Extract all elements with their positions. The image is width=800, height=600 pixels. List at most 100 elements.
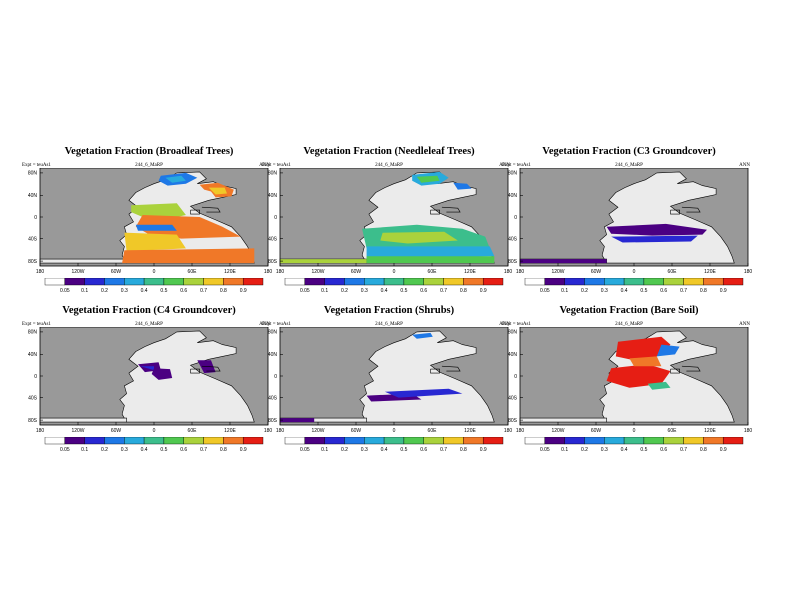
colorbar-label: 0.05 (540, 288, 550, 294)
lon-label: 0 (393, 269, 396, 275)
map: 80N 40N 0 40S 80S 180 120W 60W 0 60E 120E 180 (508, 168, 753, 275)
lat-label: 80S (508, 259, 518, 265)
colorbar-label: 0.7 (680, 447, 687, 453)
lon-label: 180 (744, 269, 753, 275)
colorbar-swatch (383, 437, 405, 445)
colorbar-label: 0.1 (81, 447, 88, 453)
colorbar-label: 0.6 (180, 288, 187, 294)
colorbar-swatch (663, 437, 684, 445)
colorbar-swatch (203, 437, 224, 445)
lon-label: 120E (704, 269, 716, 275)
lon-label: 120W (71, 428, 84, 434)
lon-label: 60E (188, 428, 198, 434)
land-mass (119, 330, 255, 423)
colorbar-label: 0.3 (121, 288, 128, 294)
lat-label: 40N (28, 352, 38, 358)
colorbar-swatch (544, 278, 565, 286)
vegetation-patch (280, 418, 315, 423)
vegetation-patch (131, 203, 186, 219)
vegetation-patch (124, 232, 186, 252)
colorbar-label: 0.3 (361, 447, 368, 453)
land-strip (39, 258, 127, 264)
expt-label: Expt = teuAs1 (502, 163, 531, 168)
land-strip (519, 417, 607, 423)
case-label: 244_6_MaRP (615, 163, 643, 168)
panel-bare-soil: Vegetation Fraction (Bare Soil) Expt = t… (500, 305, 758, 475)
lon-label: 60W (591, 269, 602, 275)
vegetation-patch (366, 246, 495, 259)
lon-label: 0 (633, 428, 636, 434)
colorbar-label: 0.8 (220, 447, 227, 453)
colorbar-swatch (183, 437, 204, 445)
lon-label: 180 (36, 428, 45, 434)
lat-label: 80N (508, 171, 518, 177)
lon-label: 180 (504, 428, 513, 434)
colorbar-swatch (643, 278, 664, 286)
lon-label: 120E (464, 428, 476, 434)
coastline (201, 365, 221, 372)
map: 80N 40N 0 40S 80S 180 120W 60W 0 60E 120E 180 (28, 327, 272, 434)
colorbar-swatch (143, 278, 165, 286)
vegetation-patch (412, 332, 433, 339)
panel-title: Vegetation Fraction (Shrubs) (323, 305, 455, 316)
vegetation-patch (135, 215, 241, 239)
colorbar-label: 0.4 (621, 447, 628, 453)
vegetation-patch (629, 356, 662, 367)
colorbar-swatch (242, 278, 264, 286)
lon-label: 180 (264, 269, 273, 275)
colorbar-swatch (524, 278, 546, 286)
colorbar-label: 0.5 (400, 447, 407, 453)
colorbar-label: 0.2 (341, 447, 348, 453)
colorbar: 0.05 0.1 0.2 0.3 0.4 0.5 0.6 0.7 0.8 0.9 (284, 278, 504, 294)
map: 80N 40N 0 40S 80S 180 120W 60W 0 60E 120E 180 (268, 168, 512, 275)
coastline (441, 206, 461, 213)
lat-label: 80N (508, 330, 518, 336)
lat-label: 80S (28, 418, 38, 424)
colorbar-label: 0.2 (581, 288, 588, 294)
colorbar-swatch (584, 437, 605, 445)
colorbar-label: 0.6 (660, 288, 667, 294)
colorbar-swatch (544, 437, 565, 445)
lon-label: 120W (71, 269, 84, 275)
lon-label: 0 (393, 428, 396, 434)
lat-label: 0 (274, 215, 277, 221)
colorbar-label: 0.2 (341, 288, 348, 294)
vegetation-patch (208, 187, 227, 195)
colorbar-label: 0.7 (440, 447, 447, 453)
vegetation-patch (280, 259, 367, 264)
lat-label: 40S (508, 395, 518, 401)
lon-label: 0 (153, 269, 156, 275)
panel-title: Vegetation Fraction (Broadleaf Trees) (64, 146, 234, 157)
colorbar-swatch (64, 278, 85, 286)
colorbar-swatch (722, 437, 744, 445)
expt-label: Expt = teuAs1 (262, 322, 291, 327)
colorbar-swatch (463, 278, 484, 286)
case-label: 244_6_MaRP (375, 163, 403, 168)
panel-c4-groundcover: Vegetation Fraction (C4 Groundcover) Exp… (20, 305, 278, 475)
colorbar: 0.05 0.1 0.2 0.3 0.4 0.5 0.6 0.7 0.8 0.9 (524, 437, 744, 453)
colorbar-label: 0.6 (420, 288, 427, 294)
colorbar-swatch (223, 278, 244, 286)
colorbar-swatch (482, 437, 504, 445)
season-label: ANN (739, 163, 750, 168)
coastline (430, 209, 440, 215)
lon-label: 120W (551, 428, 564, 434)
lat-label: 40N (508, 352, 518, 358)
lon-label: 60E (668, 269, 678, 275)
colorbar-swatch (663, 278, 684, 286)
lon-label: 120W (311, 428, 324, 434)
lat-label: 0 (514, 215, 517, 221)
vegetation-patch (611, 235, 698, 243)
vegetation-patch (520, 259, 607, 264)
colorbar: 0.05 0.1 0.2 0.3 0.4 0.5 0.6 0.7 0.8 0.9 (44, 437, 264, 453)
panel-title: Vegetation Fraction (Needleleaf Trees) (303, 146, 475, 157)
lat-label: 40N (28, 193, 38, 199)
colorbar-swatch (44, 278, 66, 286)
colorbar-label: 0.7 (200, 288, 207, 294)
expt-label: Expt = teuAs1 (22, 322, 51, 327)
colorbar-label: 0.9 (240, 288, 247, 294)
colorbar-swatch (104, 278, 125, 286)
lon-label: 120E (704, 428, 716, 434)
colorbar-label: 0.4 (381, 447, 388, 453)
lon-label: 120E (464, 269, 476, 275)
